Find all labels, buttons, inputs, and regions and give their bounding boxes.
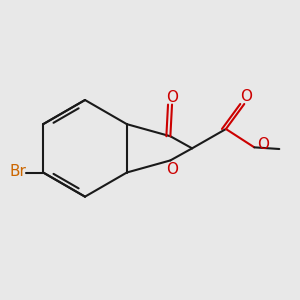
Text: Br: Br <box>9 164 26 179</box>
Text: O: O <box>257 136 269 152</box>
Text: O: O <box>240 89 252 104</box>
Text: O: O <box>166 90 178 105</box>
Text: O: O <box>166 162 178 177</box>
